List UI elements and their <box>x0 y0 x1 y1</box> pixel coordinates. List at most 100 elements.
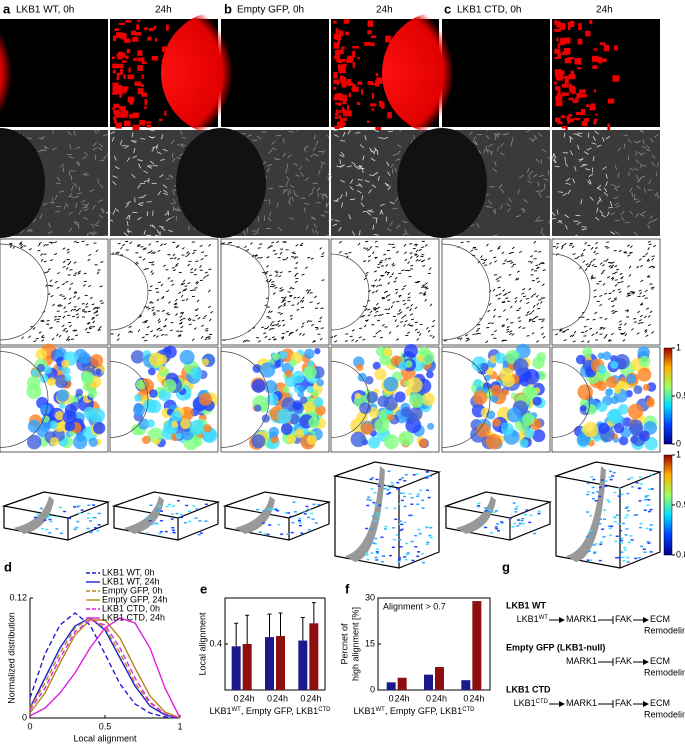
vector <box>142 321 146 323</box>
fiber <box>71 185 74 191</box>
fiber <box>266 167 270 173</box>
vector <box>142 247 146 251</box>
vector <box>403 243 407 247</box>
alignment-blob <box>47 377 56 386</box>
fiber <box>350 198 356 200</box>
cell <box>555 101 563 107</box>
vector <box>580 255 584 257</box>
fiber-3d <box>388 554 392 557</box>
fiber <box>562 192 568 196</box>
fiber <box>367 209 373 212</box>
vector <box>540 300 543 304</box>
fiber <box>112 181 117 186</box>
vector <box>63 328 67 330</box>
vector <box>50 294 54 298</box>
block-title: Empty GFP (LKB1-null) <box>506 642 605 652</box>
fiber-3d <box>515 505 519 508</box>
cell <box>367 30 372 35</box>
fiber <box>510 141 513 147</box>
fiber-3d <box>598 518 602 521</box>
vector <box>608 297 611 301</box>
cell <box>123 74 127 79</box>
fiber <box>339 159 342 165</box>
fiber-3d <box>45 528 49 531</box>
fiber <box>251 229 257 233</box>
alignment-blob <box>270 435 279 444</box>
vector <box>647 247 650 251</box>
fiber-3d <box>86 527 90 530</box>
vector <box>45 244 49 246</box>
fiber <box>623 134 629 137</box>
vector <box>630 245 633 249</box>
alignment-blob <box>627 403 644 419</box>
vector <box>311 323 315 326</box>
vector <box>271 327 275 330</box>
cell <box>146 121 152 124</box>
cell <box>579 89 586 94</box>
cell <box>564 48 571 55</box>
fiber <box>525 129 531 133</box>
y-axis-label: Percnet of <box>339 623 349 665</box>
cell <box>366 120 370 123</box>
vector <box>314 295 317 299</box>
cell <box>140 84 144 87</box>
vector <box>645 334 649 337</box>
vector <box>182 288 185 292</box>
fiber <box>557 220 563 224</box>
fiber-3d <box>591 486 595 489</box>
fiber-3d <box>305 505 309 508</box>
alignment-blob <box>398 430 414 447</box>
vector <box>367 308 371 311</box>
alignment-blob <box>308 416 320 429</box>
fiber-3d <box>425 543 429 546</box>
vector <box>628 265 632 269</box>
vector <box>599 304 603 307</box>
vector <box>189 318 192 322</box>
vector <box>41 339 45 342</box>
fiber <box>351 231 356 236</box>
fiber-3d <box>478 523 482 525</box>
fiber-3d <box>390 481 394 484</box>
fiber <box>629 187 633 192</box>
alignment-blob <box>407 412 418 423</box>
alignment-blob <box>602 351 612 361</box>
cell <box>357 56 360 60</box>
fiber-3d <box>204 503 208 506</box>
fiber <box>500 152 505 156</box>
fiber-3d <box>586 511 590 513</box>
vector <box>431 325 435 328</box>
cell <box>141 74 144 79</box>
alignment-blob <box>303 365 317 379</box>
cell <box>569 88 573 93</box>
vector <box>638 319 642 322</box>
fiber-3d <box>590 476 594 478</box>
vector <box>274 286 278 289</box>
fiber-3d <box>171 505 175 507</box>
vector <box>594 247 598 249</box>
cell <box>387 112 392 119</box>
cell <box>557 95 562 99</box>
vector-field <box>220 238 330 346</box>
cell <box>607 123 611 131</box>
vector <box>278 275 282 278</box>
vector <box>257 247 261 249</box>
node: MARK1 <box>566 656 597 666</box>
fiber-3d <box>533 532 537 535</box>
alignment-blob <box>315 405 326 416</box>
fiber <box>613 196 619 200</box>
vector <box>176 244 180 248</box>
vector <box>533 240 537 244</box>
cell <box>116 88 124 95</box>
vector <box>186 251 190 254</box>
cell <box>338 115 342 119</box>
vector <box>355 339 359 343</box>
vector <box>587 265 591 268</box>
vector <box>613 249 617 252</box>
vector <box>178 334 182 336</box>
alignment-blob <box>259 362 276 378</box>
vector <box>88 253 92 257</box>
label-part: , Empty GFP, LKB1 <box>241 706 318 716</box>
fiber <box>578 158 584 161</box>
fiber-3d <box>476 505 480 508</box>
vector <box>157 281 161 284</box>
